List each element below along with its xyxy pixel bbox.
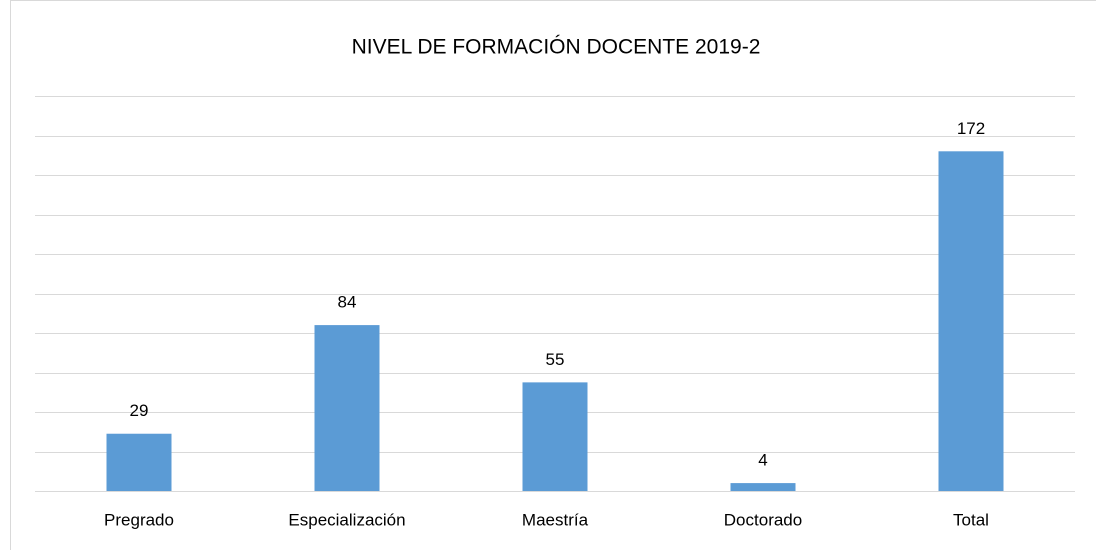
x-tick-label: Especialización [288,510,405,529]
data-label: 84 [338,293,357,312]
bar [314,325,380,491]
chart-title: NIVEL DE FORMACIÓN DOCENTE 2019-2 [352,36,761,59]
x-tick-label: Total [953,510,989,529]
data-label: 55 [546,350,565,369]
x-tick-label: Pregrado [104,510,174,529]
data-label: 172 [957,119,985,138]
bar [106,433,172,491]
bar [522,382,588,491]
bar [730,483,796,491]
bar [938,151,1004,492]
x-tick-label: Doctorado [724,510,802,529]
data-label: 4 [758,451,767,470]
x-tick-label: Maestría [522,510,589,529]
data-label: 29 [130,401,149,420]
